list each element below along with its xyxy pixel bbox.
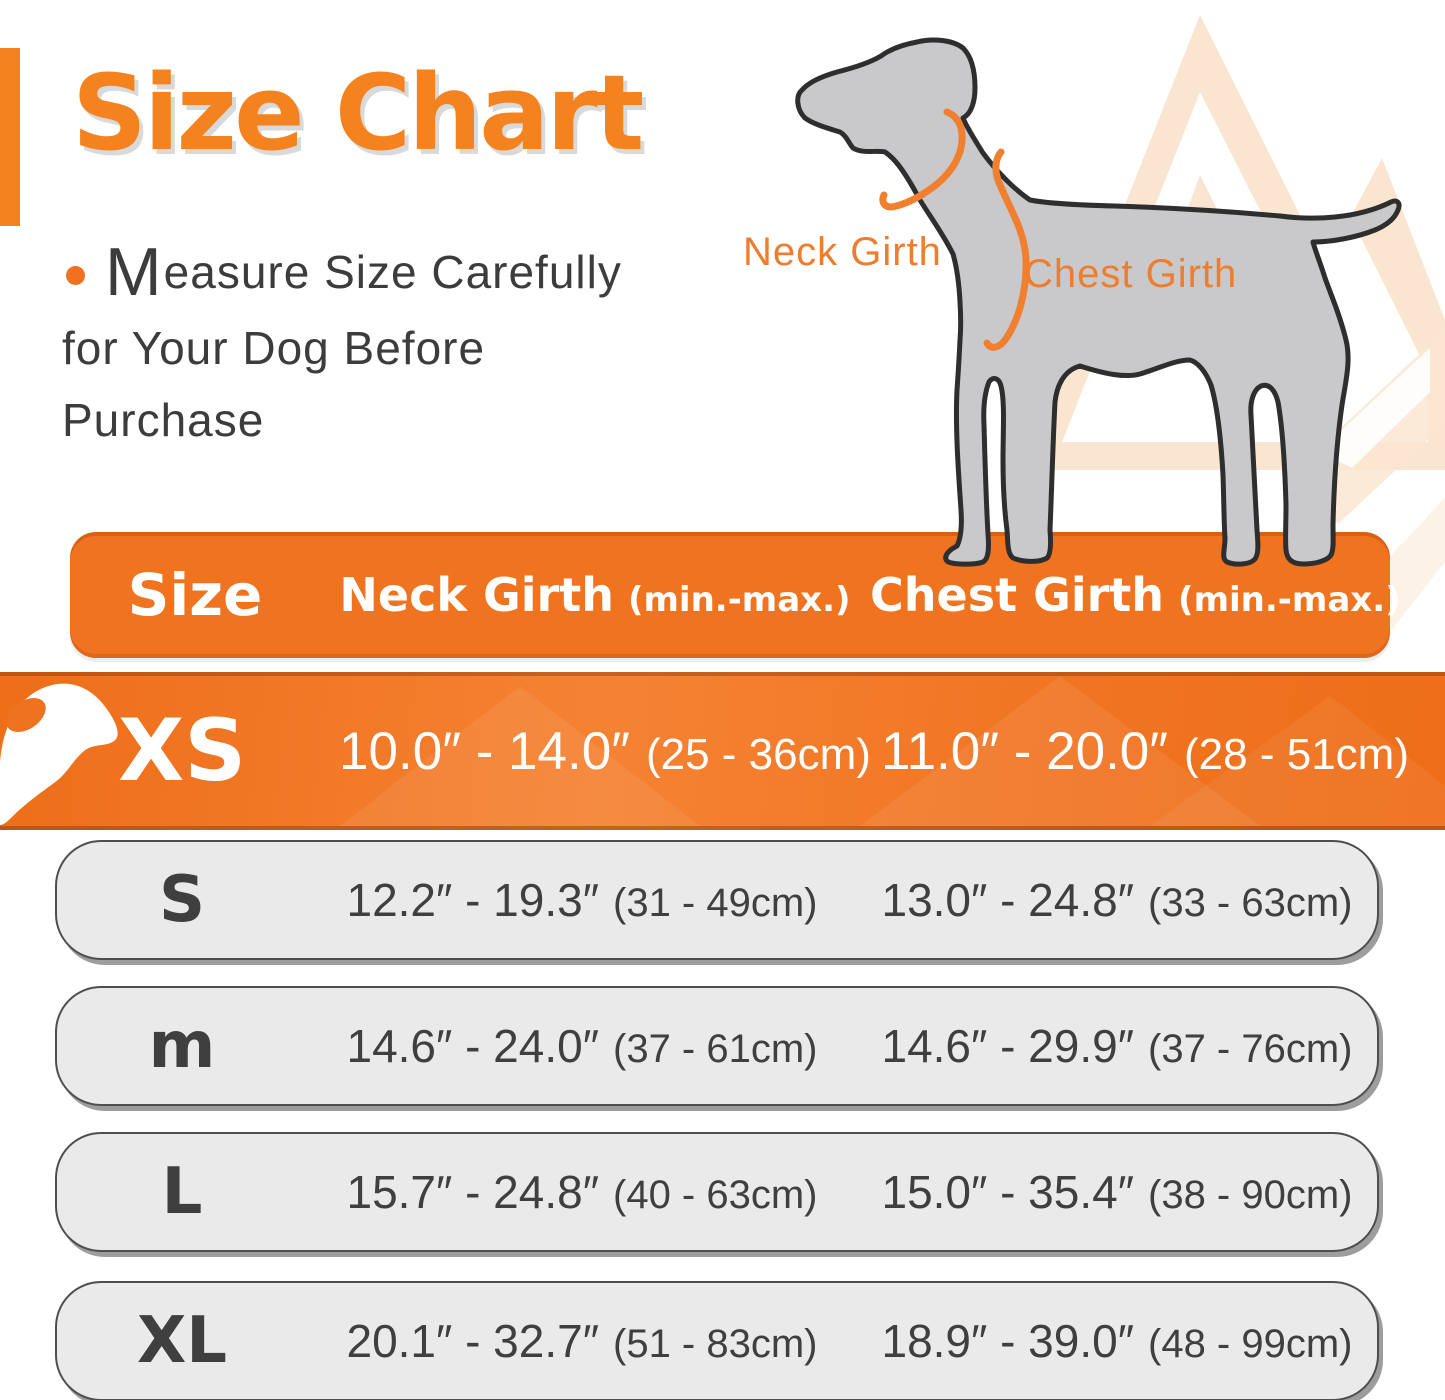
header-neck-girth-main: Neck Girth (339, 568, 614, 622)
chest-girth-label: Chest Girth (1024, 252, 1238, 296)
header-chest-girth-range: (min.-max.) (1178, 580, 1401, 620)
row-size-label: XS (118, 701, 247, 801)
note-line1: easure Size Carefully (163, 246, 622, 298)
header-neck-girth: Neck Girth (min.-max.) (320, 568, 870, 622)
row-neck-value: 14.6″ - 24.0″ (37 - 61cm) (307, 1019, 857, 1073)
row-size-label: XL (136, 1304, 228, 1378)
row-chest-value: 15.0″ - 35.4″ (38 - 90cm) (857, 1165, 1377, 1219)
chest-cm: (28 - 51cm) (1184, 729, 1409, 779)
chest-cm: (33 - 63cm) (1148, 881, 1353, 925)
note-line3: Purchase (62, 394, 265, 446)
table-row-xs-highlighted: XS 10.0″ - 14.0″ (25 - 36cm) 11.0″ - 20.… (0, 672, 1445, 830)
chest-inches: 11.0″ - 20.0″ (881, 721, 1169, 781)
table-row-s: S 12.2″ - 19.3″ (31 - 49cm) 13.0″ - 24.8… (55, 840, 1379, 960)
bullet-icon (66, 265, 85, 285)
table-row-m: m 14.6″ - 24.0″ (37 - 61cm) 14.6″ - 29.9… (55, 986, 1379, 1106)
header-neck-girth-range: (min.-max.) (627, 580, 851, 620)
neck-cm: (25 - 36cm) (645, 729, 871, 779)
neck-inches: 12.2″ - 19.3″ (346, 874, 599, 926)
chest-inches: 15.0″ - 35.4″ (881, 1166, 1134, 1218)
note-line1-lead: M (105, 234, 162, 310)
neck-inches: 10.0″ - 14.0″ (339, 721, 630, 781)
note-line2: for Your Dog Before (62, 322, 486, 374)
neck-cm: (31 - 49cm) (613, 881, 818, 925)
dog-body-silhouette (795, 37, 1402, 567)
chest-cm: (48 - 99cm) (1148, 1322, 1353, 1366)
row-neck-value: 15.7″ - 24.8″ (40 - 63cm) (307, 1165, 857, 1219)
row-neck-value: 20.1″ - 32.7″ (51 - 83cm) (307, 1314, 857, 1368)
neck-cm: (51 - 83cm) (613, 1322, 818, 1366)
row-chest-value: 13.0″ - 24.8″ (33 - 63cm) (857, 873, 1377, 927)
table-row-l: L 15.7″ - 24.8″ (40 - 63cm) 15.0″ - 35.4… (55, 1132, 1379, 1252)
neck-cm: (37 - 61cm) (613, 1027, 818, 1071)
header-chest-girth-main: Chest Girth (870, 568, 1165, 622)
table-header: Size Neck Girth (min.-max.) Chest Girth … (70, 532, 1401, 658)
row-chest-value: 11.0″ - 20.0″ (28 - 51cm) (881, 721, 1409, 782)
neck-inches: 14.6″ - 24.0″ (346, 1020, 599, 1072)
neck-inches: 15.7″ - 24.8″ (346, 1166, 599, 1218)
chest-girth-line (983, 148, 1030, 351)
dog-head-icon (0, 683, 118, 825)
dog-silhouette-diagram (795, 37, 1402, 567)
band-mountain-pattern (340, 676, 1445, 826)
title-accent-bar (0, 48, 20, 226)
row-neck-value: 12.2″ - 19.3″ (31 - 49cm) (307, 873, 857, 927)
measure-note: M easure Size Carefully for Your Dog Bef… (62, 238, 702, 456)
chest-inches: 14.6″ - 29.9″ (881, 1020, 1134, 1072)
chest-inches: 13.0″ - 24.8″ (881, 874, 1134, 926)
page-title: Size Chart (72, 52, 644, 174)
table-row-xl: XL 20.1″ - 32.7″ (51 - 83cm) 18.9″ - 39.… (55, 1281, 1379, 1400)
chest-cm: (37 - 76cm) (1148, 1027, 1353, 1071)
row-chest-value: 18.9″ - 39.0″ (48 - 99cm) (857, 1314, 1377, 1368)
row-chest-value: 14.6″ - 29.9″ (37 - 76cm) (857, 1019, 1377, 1073)
row-size-label: m (148, 1009, 216, 1083)
neck-girth-line (879, 108, 966, 211)
chest-cm: (38 - 90cm) (1148, 1173, 1353, 1217)
header-size: Size (127, 561, 263, 629)
row-neck-value: 10.0″ - 14.0″ (25 - 36cm) (300, 721, 910, 782)
chest-inches: 18.9″ - 39.0″ (881, 1315, 1134, 1367)
neck-inches: 20.1″ - 32.7″ (346, 1315, 599, 1367)
row-size-label: L (161, 1155, 203, 1229)
header-chest-girth: Chest Girth (min.-max.) (870, 568, 1401, 622)
row-size-label: S (158, 863, 206, 937)
neck-girth-label: Neck Girth (743, 230, 942, 274)
neck-cm: (40 - 63cm) (613, 1173, 818, 1217)
